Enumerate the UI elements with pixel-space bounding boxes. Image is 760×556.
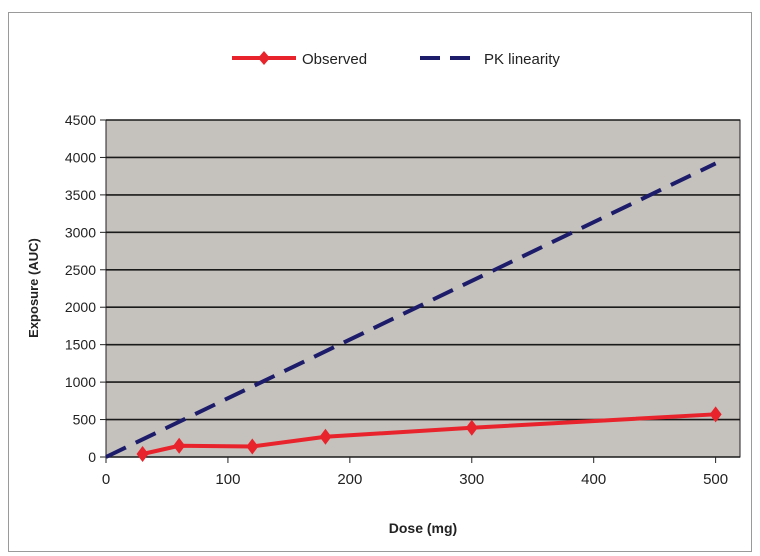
- observed-point: [319, 428, 332, 445]
- y-tick-label: 1500: [65, 337, 96, 353]
- legend: Observed PK linearity: [232, 51, 560, 68]
- series-line-observed: [142, 412, 716, 456]
- y-tick-label: 0: [88, 449, 96, 465]
- observed-point: [465, 419, 478, 436]
- plot-area: [105, 119, 741, 458]
- y-tick-label: 1000: [65, 374, 96, 390]
- x-tick-label: 300: [459, 471, 484, 488]
- x-tick-label: 100: [215, 471, 240, 488]
- legend-marker-observed: [258, 51, 270, 65]
- y-tick-label: 4000: [65, 149, 96, 165]
- x-tick-label: 500: [703, 471, 728, 488]
- y-tick-label: 3000: [65, 224, 96, 240]
- x-axis-label: Dose (mg): [389, 520, 457, 536]
- x-tick-label: 400: [581, 471, 606, 488]
- x-tick-label: 0: [102, 471, 110, 488]
- y-tick-label: 2000: [65, 299, 96, 315]
- y-axis: 0 500 1000 1500 2000 2500 3000 3500 4000 4500: [65, 112, 106, 465]
- observed-point: [173, 437, 186, 454]
- y-axis-label: Exposure (AUC): [26, 238, 41, 338]
- grid: [106, 119, 740, 458]
- observed-point: [136, 446, 149, 463]
- observed-point: [246, 438, 259, 455]
- chart-frame: [8, 12, 752, 552]
- series-layer: [105, 161, 722, 463]
- legend-label-pk-linearity: PK linearity: [484, 51, 560, 68]
- x-axis: 0 100 200 300 400 500: [102, 457, 728, 488]
- y-tick-label: 4500: [65, 112, 96, 128]
- x-tick-label: 200: [337, 471, 362, 488]
- y-tick-label: 2500: [65, 262, 96, 278]
- series-line-pk-linearity: [105, 161, 717, 459]
- y-tick-label: 3500: [65, 187, 96, 203]
- legend-label-observed: Observed: [302, 51, 367, 68]
- y-tick-label: 500: [73, 412, 97, 428]
- observed-point: [709, 406, 722, 423]
